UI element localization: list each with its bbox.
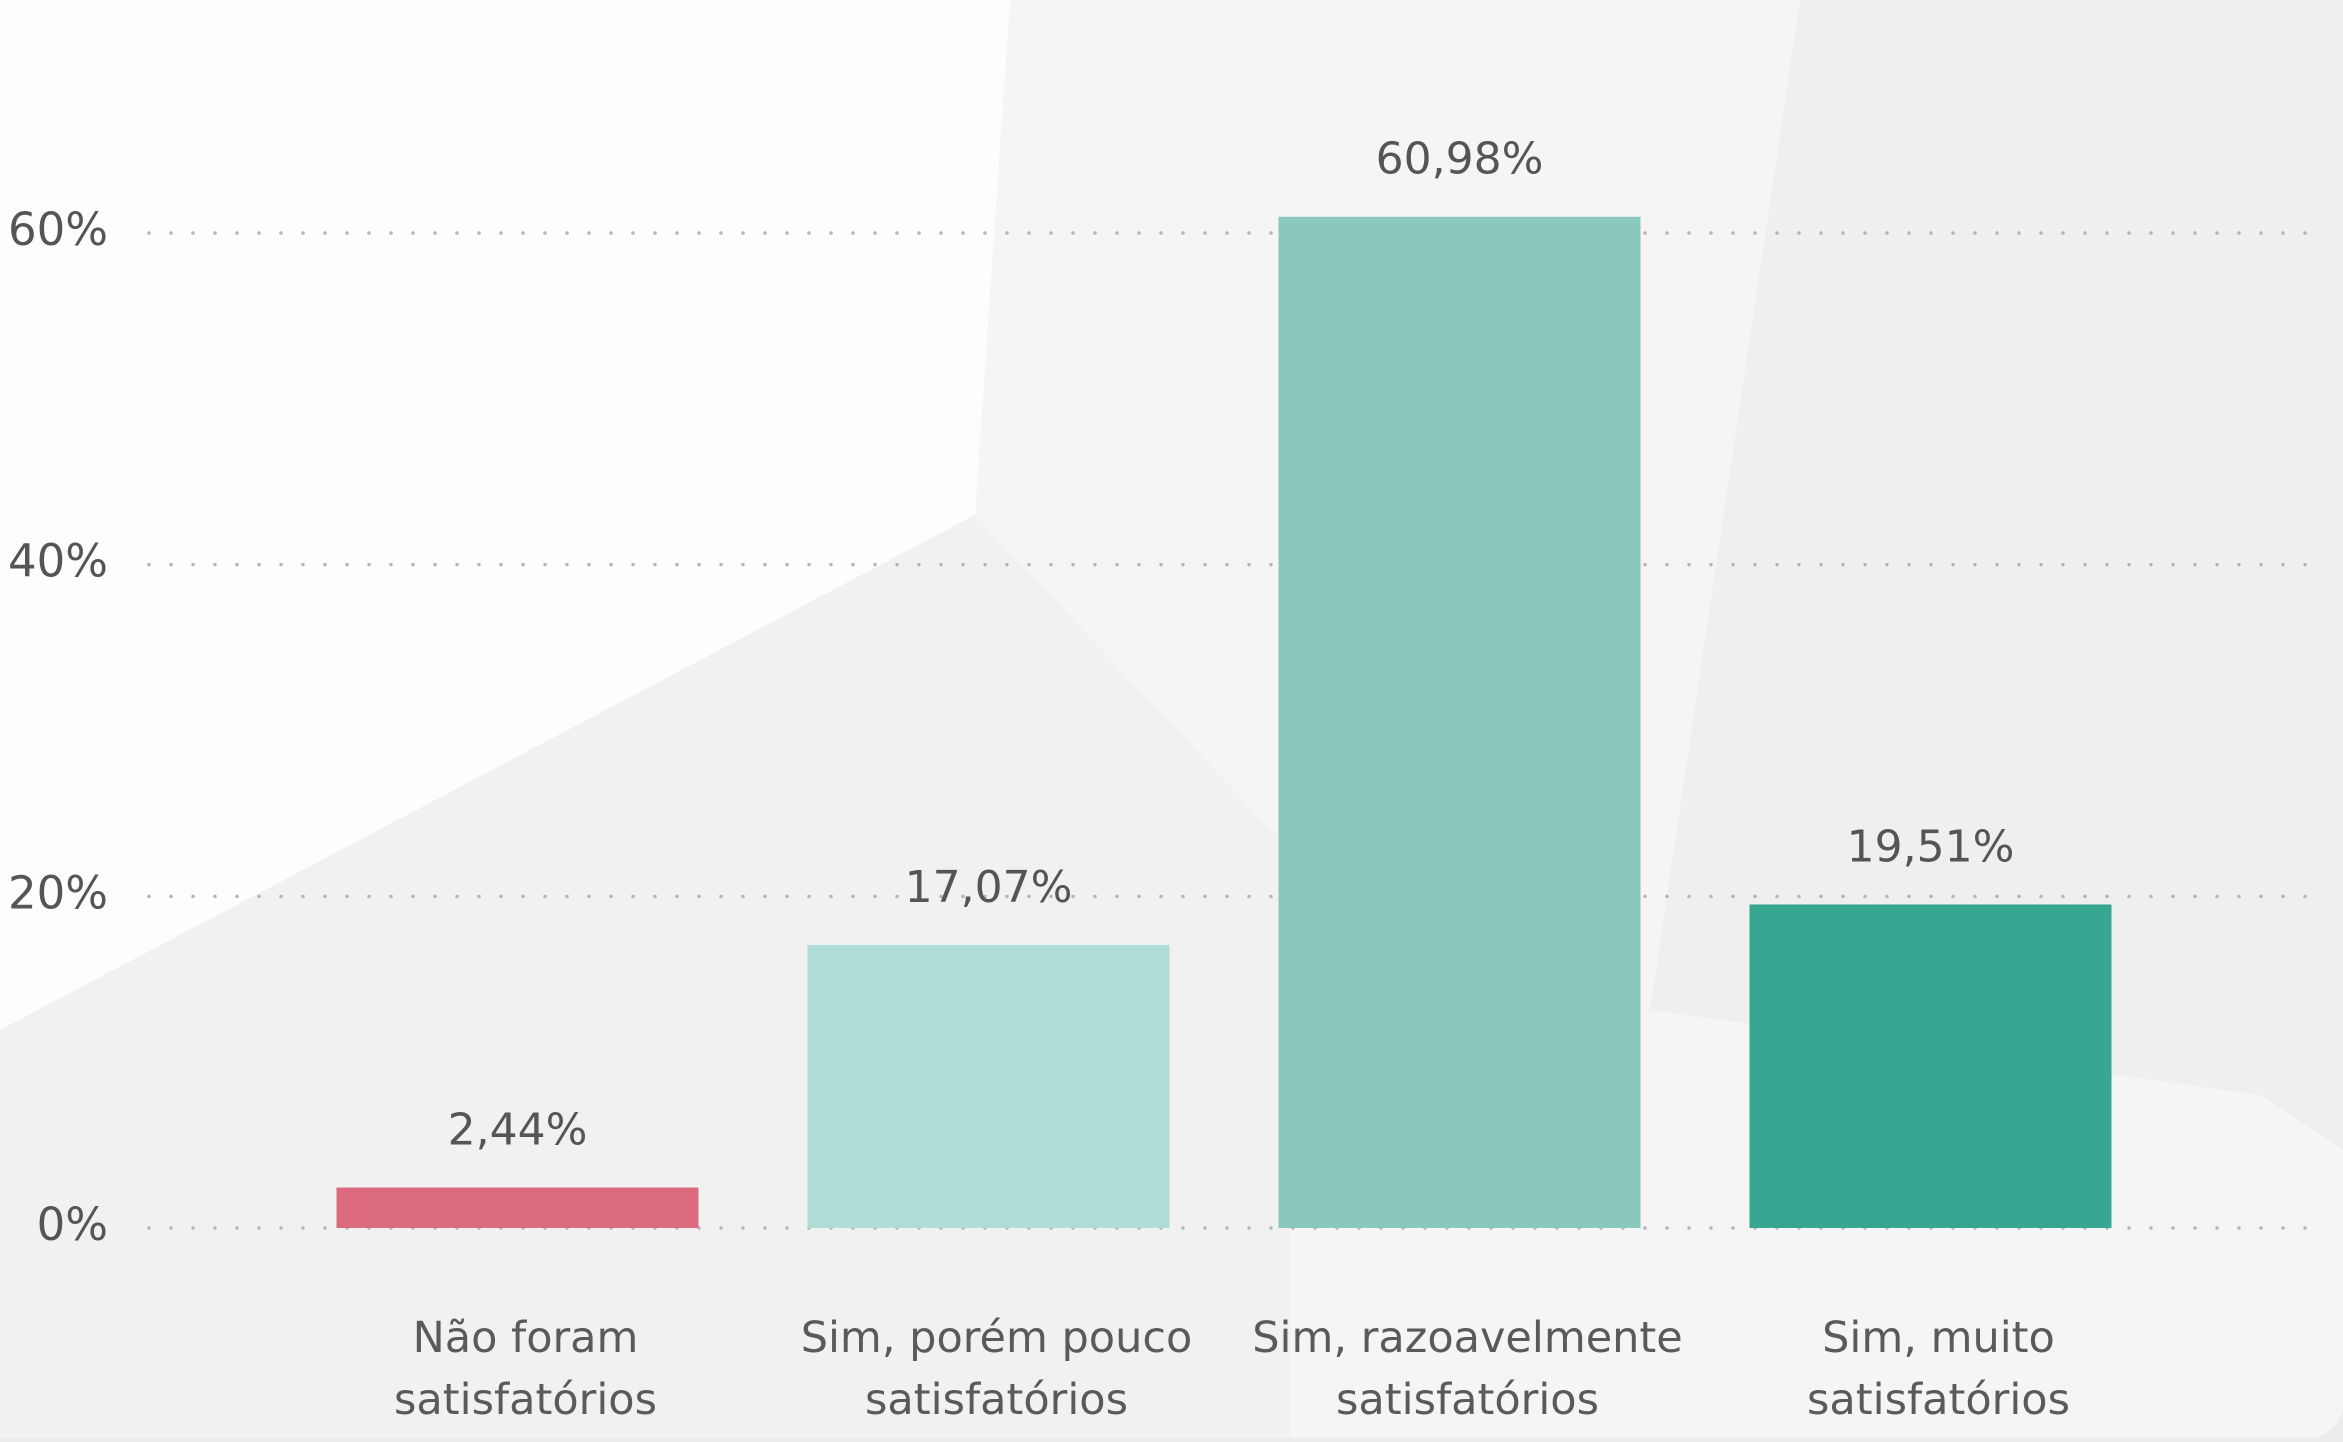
x-tick-label: Sim, razoavelmente satisfatórios (1252, 1313, 1683, 1425)
bar (807, 944, 1170, 1228)
y-tick-label: 20% (8, 866, 108, 919)
bar (336, 1187, 699, 1228)
data-label: 19,51% (1847, 821, 2015, 872)
data-label: 2,44% (448, 1105, 588, 1156)
y-tick-label: 40% (8, 535, 108, 588)
x-tick-label: Sim, muito satisfatórios (1807, 1313, 2070, 1425)
y-tick-label: 60% (8, 203, 108, 256)
x-tick-label: Não foram satisfatórios (394, 1313, 657, 1425)
data-label: 17,07% (905, 862, 1073, 913)
data-label: 60,98% (1376, 134, 1544, 185)
bar (1749, 904, 2112, 1228)
background-shape (1650, 0, 2343, 1150)
bar (1278, 216, 1641, 1228)
x-tick-label: Sim, porém pouco satisfatórios (800, 1313, 1193, 1425)
background-shape (0, 0, 1010, 1030)
y-tick-label: 0% (37, 1198, 108, 1251)
